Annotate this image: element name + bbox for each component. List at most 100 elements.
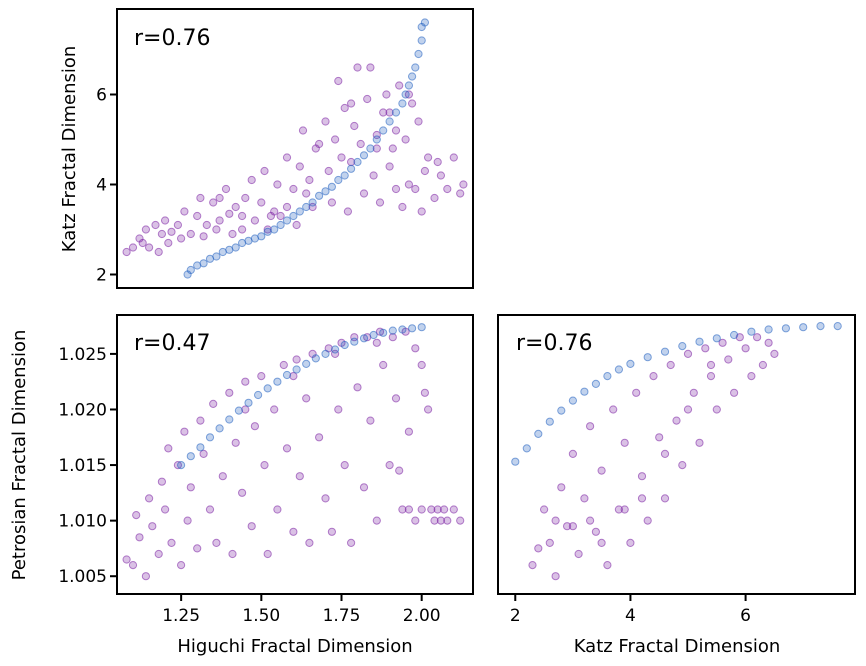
scatter-point-bottom-right-s0-42 (534, 544, 543, 553)
scatter-point-top-left-s0-73 (408, 99, 417, 108)
scatter-point-top-left-s0-46 (321, 117, 330, 126)
scatter-point-bottom-left-s1-5 (225, 415, 234, 424)
scatter-point-bottom-right-s1-6 (580, 387, 589, 396)
scatter-point-bottom-right-s0-10 (591, 527, 601, 536)
xlabel-bottom-right: Katz Fractal Dimension (574, 636, 781, 657)
scatter-point-top-left-s0-85 (459, 180, 468, 189)
scatter-point-top-left-s0-78 (424, 153, 433, 162)
scatter-point-bottom-left-s1-6 (234, 406, 243, 415)
scatter-point-bottom-right-s1-13 (678, 342, 687, 351)
scatter-point-bottom-left-s0-74 (440, 505, 449, 514)
scatter-point-bottom-right-s0-32 (718, 338, 727, 347)
scatter-point-bottom-right-s0-5 (563, 522, 572, 531)
ylabel-top-left: Katz Fractal Dimension (59, 46, 80, 253)
scatter-point-bottom-left-s1-17 (340, 340, 349, 350)
scatter-point-bottom-left-s1-21 (379, 328, 388, 337)
scatter-point-bottom-left-s0-5 (145, 494, 154, 503)
scatter-point-top-left-s1-23 (327, 182, 336, 191)
scatter-point-bottom-left-s0-40 (295, 472, 304, 481)
scatter-point-top-left-s1-5 (212, 252, 221, 261)
scatter-point-bottom-right-s0-23 (666, 360, 675, 370)
scatter-point-bottom-left-s0-73 (436, 516, 445, 525)
scatter-point-top-left-s0-18 (199, 232, 208, 241)
scatter-point-bottom-left-s0-57 (372, 516, 381, 525)
xtick-label-bottom-right-0: 2 (510, 606, 521, 626)
scatter-point-bottom-left-s0-81 (395, 466, 404, 475)
scatter-point-top-left-s0-69 (395, 81, 404, 90)
scatter-point-bottom-right-s0-46 (597, 538, 606, 548)
scatter-point-bottom-right-s0-50 (683, 405, 693, 414)
scatter-point-bottom-right-s0-44 (568, 522, 578, 531)
scatter-point-bottom-left-s0-44 (315, 433, 324, 442)
scatter-point-top-left-s0-26 (231, 202, 240, 212)
frame-bottom-right (497, 314, 856, 595)
scatter-point-bottom-left-s0-67 (417, 360, 426, 370)
scatter-point-bottom-left-s1-23 (398, 325, 407, 334)
scatter-point-bottom-left-s0-29 (247, 522, 256, 531)
scatter-point-top-left-s0-28 (241, 193, 250, 203)
scatter-point-bottom-right-s0-8 (580, 494, 589, 503)
scatter-point-top-left-s0-12 (173, 220, 182, 230)
scatter-point-top-left-s0-0 (122, 247, 131, 257)
scatter-point-bottom-left-s1-2 (196, 443, 205, 452)
scatter-point-bottom-right-s0-19 (643, 516, 652, 525)
scatter-point-top-left-s0-4 (141, 225, 150, 234)
scatter-point-bottom-left-s0-11 (167, 538, 176, 548)
scatter-point-top-left-s0-79 (430, 193, 439, 203)
scatter-point-top-left-s0-68 (391, 184, 401, 194)
scatter-point-bottom-left-s0-14 (180, 427, 189, 436)
scatter-point-top-left-s0-61 (369, 171, 378, 180)
scatter-point-top-left-s0-75 (414, 117, 423, 126)
scatter-point-top-left-s0-72 (404, 180, 413, 189)
scatter-point-bottom-right-s0-45 (586, 516, 595, 525)
scatter-point-top-left-s1-31 (379, 126, 388, 135)
xtick-label-bottom-left-0: 1.25 (162, 606, 200, 626)
scatter-point-top-left-s1-16 (282, 216, 292, 225)
scatter-point-top-left-s0-65 (382, 90, 391, 99)
scatter-point-bottom-right-s0-11 (597, 466, 606, 475)
scatter-point-top-left-s0-17 (196, 193, 205, 203)
scatter-point-bottom-left-s0-38 (289, 527, 298, 536)
scatter-point-bottom-left-s0-78 (404, 505, 413, 514)
scatter-point-top-left-s0-70 (398, 202, 407, 212)
scatter-point-bottom-left-s0-41 (302, 394, 311, 403)
scatter-point-top-left-s1-37 (408, 72, 417, 81)
scatter-point-bottom-left-s1-12 (292, 365, 301, 374)
xtick-label-bottom-left-3: 2.00 (403, 606, 441, 626)
annotation-top-left: r=0.76 (134, 26, 210, 51)
scatter-point-bottom-left-s1-20 (369, 330, 378, 340)
scatter-point-top-left-s0-3 (138, 238, 147, 248)
scatter-point-top-left-s1-18 (295, 207, 304, 216)
scatter-point-bottom-left-s0-53 (353, 383, 362, 392)
scatter-point-bottom-left-s0-26 (231, 438, 240, 447)
scatter-point-bottom-left-s0-61 (388, 333, 397, 342)
scatter-point-bottom-left-s0-15 (183, 516, 192, 525)
scatter-point-top-left-s0-82 (443, 184, 452, 194)
scatter-point-bottom-left-s0-60 (385, 461, 394, 470)
scatter-point-top-left-s0-14 (180, 207, 189, 216)
scatter-point-top-left-s0-64 (379, 108, 388, 117)
scatter-point-bottom-right-s0-51 (706, 360, 716, 370)
scatter-point-top-left-s0-87 (215, 193, 224, 203)
scatter-point-bottom-right-s0-4 (557, 483, 566, 492)
scatter-point-bottom-left-s0-9 (161, 505, 170, 514)
scatter-point-top-left-s1-35 (401, 90, 410, 99)
scatter-point-top-left-s1-39 (414, 49, 423, 59)
scatter-point-bottom-right-s1-0 (511, 457, 520, 466)
annotation-bottom-right: r=0.76 (516, 331, 592, 356)
scatter-point-bottom-left-s0-18 (196, 416, 205, 425)
scatter-point-bottom-right-s1-17 (747, 327, 756, 336)
scatter-point-top-left-s0-9 (161, 216, 170, 225)
scatter-point-bottom-right-s0-15 (620, 438, 629, 447)
scatter-point-top-left-s0-5 (145, 243, 154, 252)
scatter-point-top-left-s0-35 (273, 180, 282, 189)
scatter-point-bottom-left-s0-19 (199, 449, 208, 458)
scatter-point-bottom-left-s1-22 (388, 326, 397, 335)
scatter-point-bottom-right-s0-2 (545, 538, 554, 548)
scatter-point-bottom-left-s0-48 (334, 405, 343, 414)
scatter-point-bottom-right-s1-9 (614, 365, 624, 374)
scatter-point-bottom-right-s0-21 (655, 433, 664, 442)
scatter-point-top-left-s0-83 (449, 153, 458, 162)
scatter-point-top-left-s0-40 (295, 162, 304, 171)
